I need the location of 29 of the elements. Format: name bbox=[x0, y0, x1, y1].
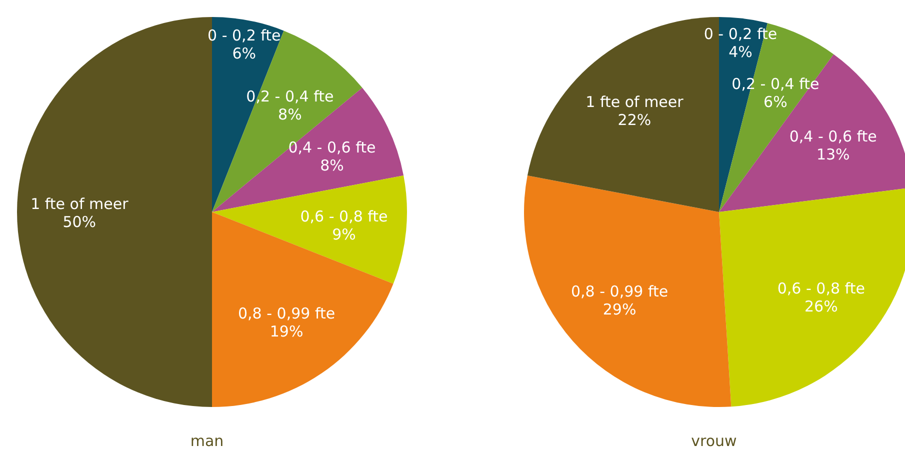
text: vrouw bbox=[690, 432, 738, 450]
data-label: 26% bbox=[804, 298, 838, 316]
slice-label: 0,6 - 0,8 fte bbox=[777, 280, 865, 298]
data-label: 8% bbox=[278, 106, 302, 124]
data-label: 29% bbox=[602, 300, 636, 319]
data-label: 6% bbox=[764, 93, 788, 112]
slice-label: 0,4 - 0,6 fte bbox=[789, 128, 877, 146]
pie-slice bbox=[212, 212, 394, 407]
pie-slice bbox=[212, 175, 407, 284]
slice-label: 0,8 - 0,99 fte bbox=[570, 282, 668, 301]
data-label: 9% bbox=[332, 225, 356, 244]
slice-label: 0,8 - 0,99 fte bbox=[238, 304, 336, 323]
text: man bbox=[189, 432, 225, 450]
slice-label: 1 fte of meer bbox=[586, 92, 684, 111]
slice-label: 0,6 - 0,8 fte bbox=[300, 207, 388, 226]
slice-label: 0,2 - 0,4 fte bbox=[732, 75, 820, 94]
data-label: 4% bbox=[728, 42, 752, 61]
pie-slice bbox=[212, 88, 404, 212]
slice-label: 0 - 0,2 fte bbox=[704, 24, 778, 43]
data-label: 13% bbox=[816, 146, 850, 164]
data-label: 19% bbox=[270, 322, 304, 341]
slice-label: 1 fte of meer bbox=[30, 195, 130, 213]
data-label: 22% bbox=[618, 110, 652, 129]
data-label: 50% bbox=[62, 213, 96, 231]
slice-label: 0,4 - 0,6 fte bbox=[288, 138, 376, 157]
data-label: 6% bbox=[232, 44, 256, 62]
data-label: 8% bbox=[320, 156, 344, 175]
slice-label: 0 - 0,2 fte bbox=[208, 26, 281, 44]
slice-label: 0,2 - 0,4 fte bbox=[246, 88, 334, 106]
